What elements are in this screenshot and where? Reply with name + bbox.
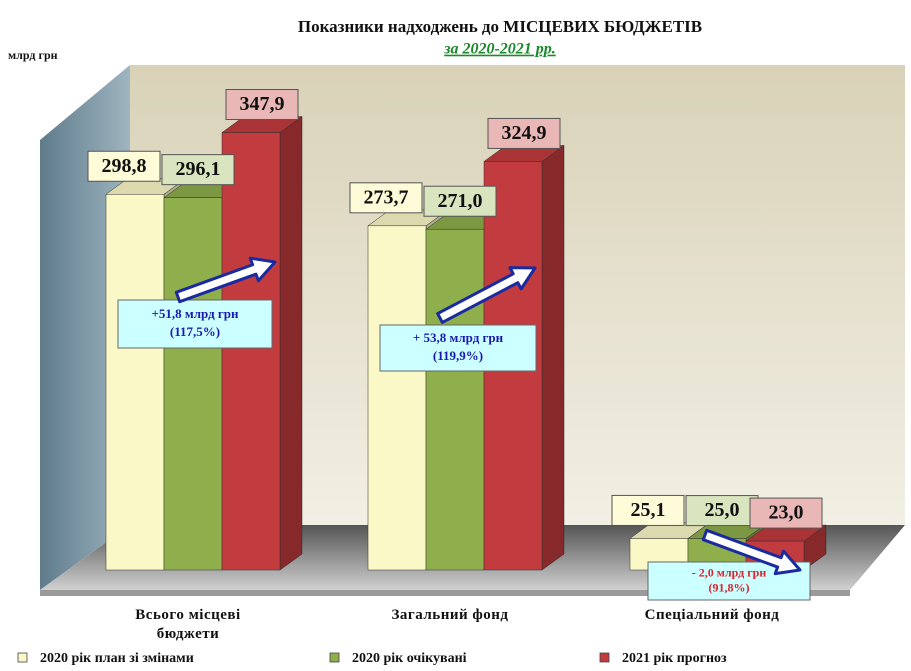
value-label-box (685, 495, 759, 527)
annotation-text: + 53,8 млрд грн (413, 330, 504, 345)
chart-subtitle: за 2020-2021 рр. (443, 41, 556, 58)
annotation-text: (91,8%) (709, 580, 750, 594)
chart-title: Показники надходжень до МІСЦЕВИХ БЮДЖЕТІ… (298, 17, 702, 36)
x-tick-label: Спеціальний фонд (644, 607, 780, 623)
value-label: 271,0 (438, 190, 483, 212)
value-label-box (611, 494, 685, 526)
annotation-text: (119,9%) (433, 348, 483, 363)
value-label: 347,9 (240, 93, 285, 115)
value-label-box (423, 185, 497, 217)
value-label: 298,8 (102, 155, 147, 177)
legend-swatch (17, 652, 28, 663)
bar-side-shade (280, 116, 302, 570)
legend-label: 2021 рік прогноз (622, 651, 727, 666)
legend-label: 2020 рік очікувані (352, 651, 467, 666)
legend-label: 2020 рік план зі змінами (40, 651, 194, 666)
arrow (701, 528, 802, 576)
annotation-text: - 2,0 млрд грн (692, 565, 767, 579)
value-label-box (87, 150, 161, 182)
annotation-text: +51,8 млрд грн (151, 306, 239, 321)
bar-top-shade (222, 116, 302, 133)
value-label: 23,0 (769, 502, 804, 524)
value-label: 324,9 (502, 122, 547, 144)
bar-top-shade (484, 145, 564, 162)
bar (367, 225, 427, 571)
arrow (436, 266, 537, 324)
x-tick-label: Загальний фонд (391, 607, 509, 623)
annotation-box (117, 299, 273, 349)
value-label-box (225, 89, 299, 121)
bar-top-shade (746, 525, 826, 542)
bar (105, 194, 165, 571)
y-axis-label: млрд грн (8, 48, 58, 62)
bar (221, 132, 281, 571)
value-label: 25,1 (631, 499, 666, 521)
legend-swatch (599, 652, 610, 663)
annotation-text: (117,5%) (170, 324, 220, 339)
bar (425, 228, 485, 571)
value-label-box (161, 154, 235, 186)
value-label-box (349, 182, 423, 214)
bar-side-shade (804, 525, 826, 570)
bar (163, 197, 223, 571)
value-label: 273,7 (364, 186, 409, 208)
value-label: 25,0 (705, 499, 740, 521)
arrow (174, 256, 277, 304)
annotation-box (379, 324, 537, 372)
bar-side-shade (542, 145, 564, 571)
value-label: 296,1 (176, 158, 221, 180)
value-label-box (487, 117, 561, 149)
x-tick-label: Всього місцеві бюджети (135, 607, 241, 642)
bar-top-shade (630, 522, 710, 539)
legend-swatch (329, 652, 340, 663)
value-label-box (749, 497, 823, 529)
